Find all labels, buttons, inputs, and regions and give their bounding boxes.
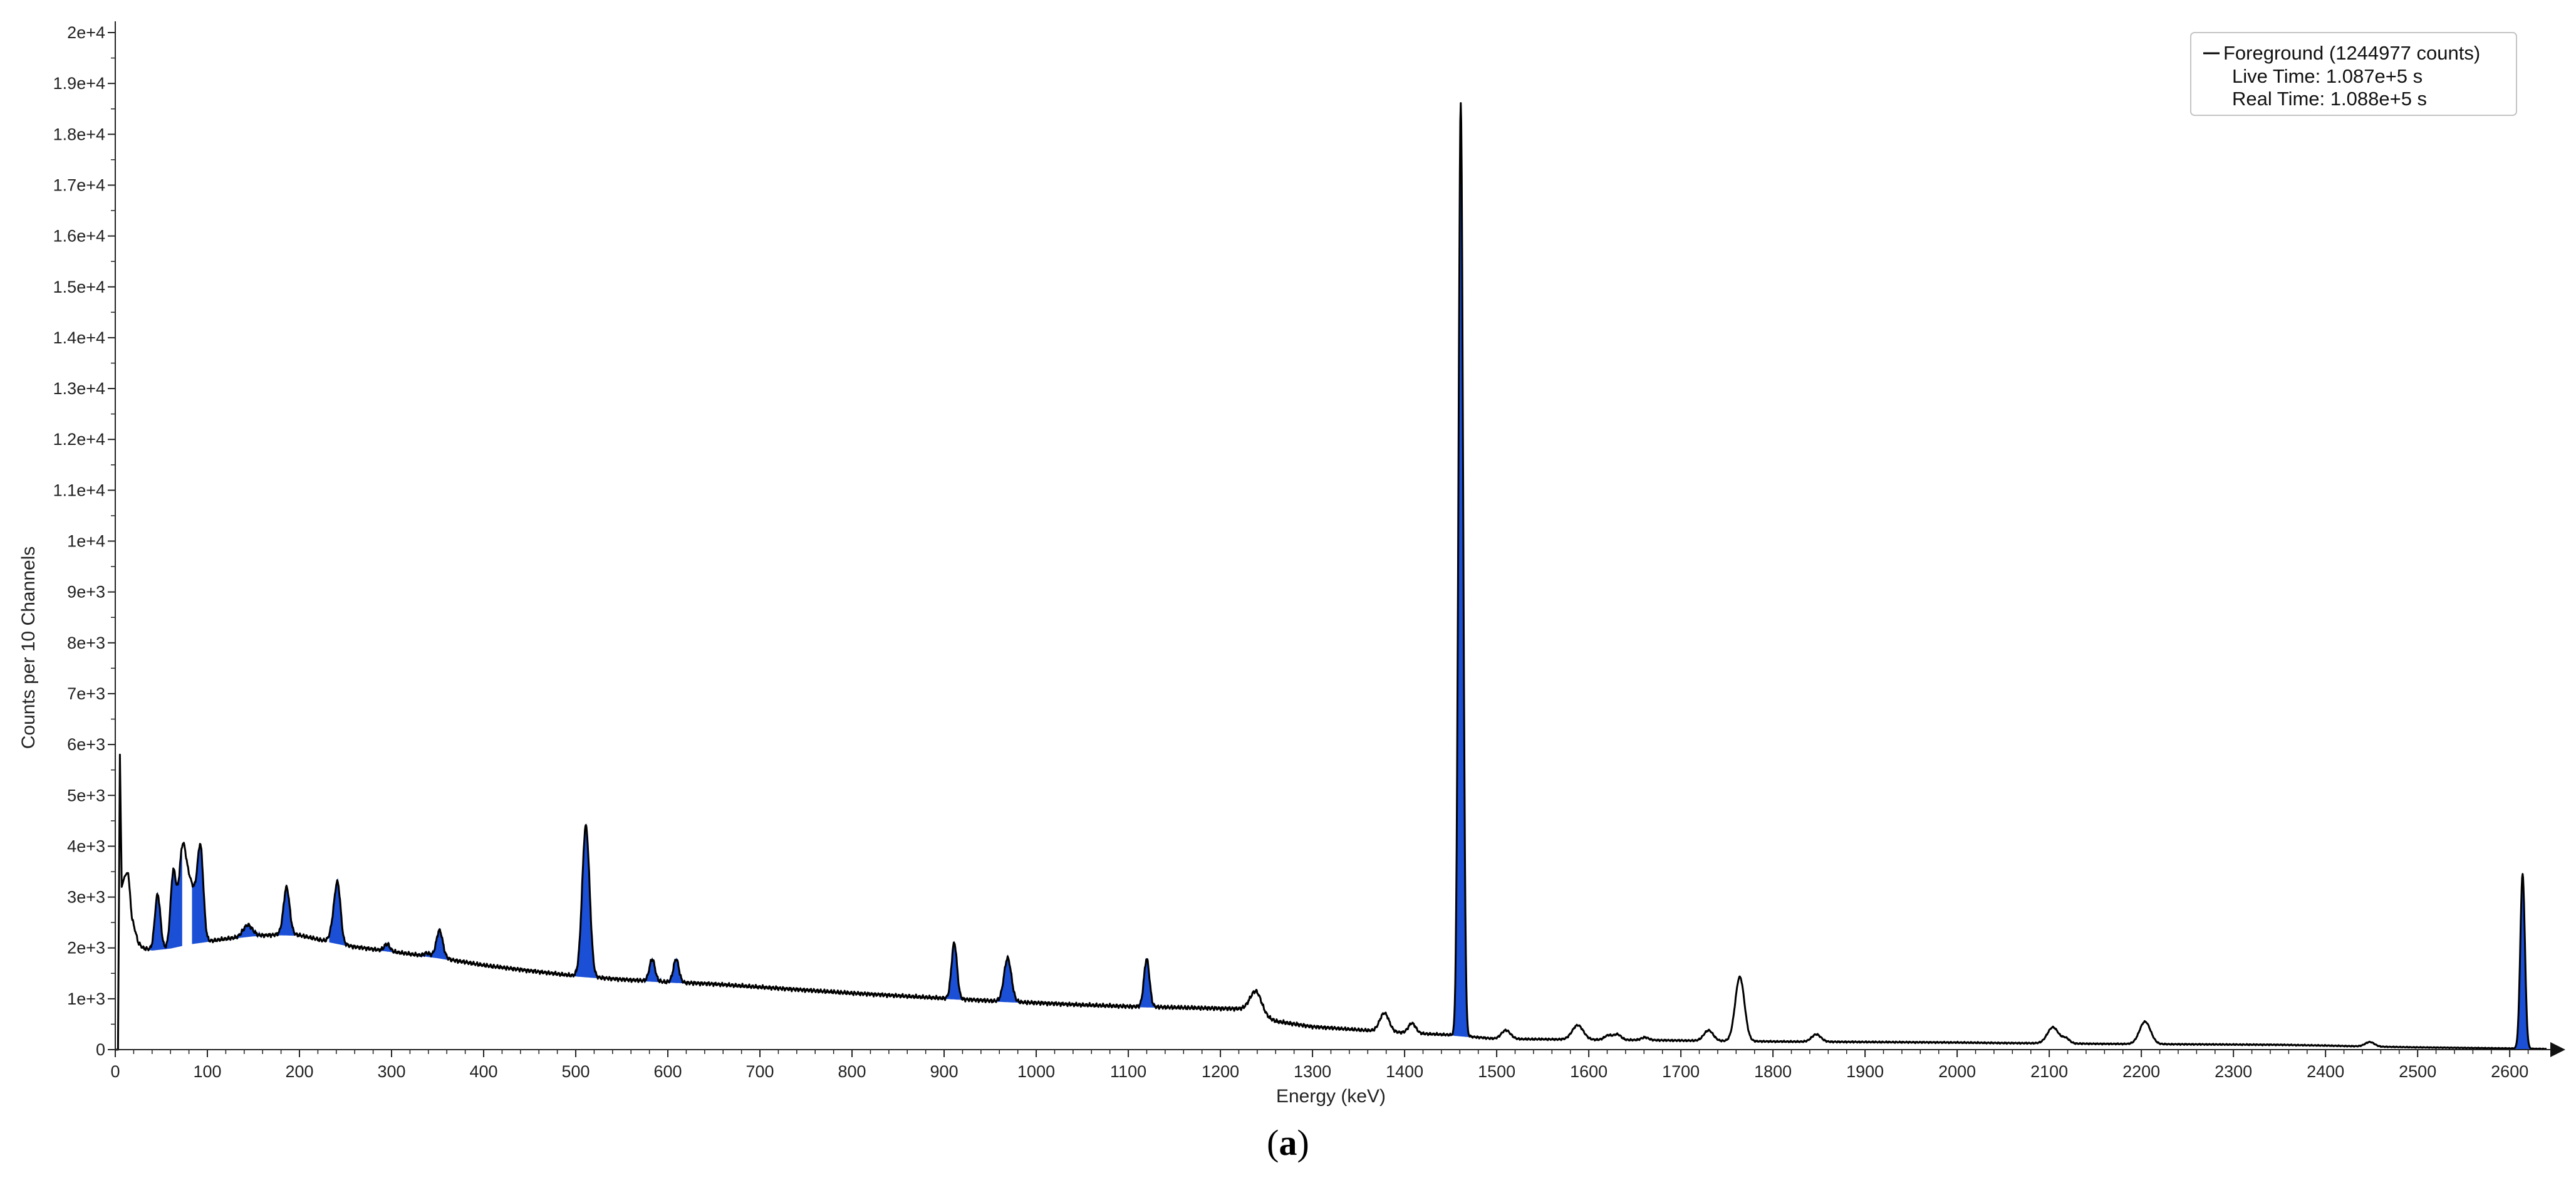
y-tick-label: 1.7e+4 — [53, 175, 105, 194]
x-tick-label: 600 — [654, 1062, 682, 1081]
x-tick-label: 500 — [562, 1062, 590, 1081]
x-tick-label: 2600 — [2491, 1062, 2528, 1081]
legend-box — [2190, 32, 2517, 116]
y-tick-label: 1.2e+4 — [53, 430, 105, 449]
legend[interactable]: Foreground (1244977 counts) Live Time: 1… — [2190, 32, 2517, 116]
x-tick-label: 200 — [285, 1062, 313, 1081]
y-ticks: 0 1e+3 2e+3 3e+3 4e+3 5e+3 6e+3 7e+3 8e+3 9e+3 1e+… — [53, 23, 115, 1059]
y-tick-label: 4e+3 — [67, 837, 105, 855]
x-tick-label: 0 — [110, 1062, 120, 1081]
x-tick-label: 300 — [377, 1062, 405, 1081]
x-axis-title: Energy (keV) — [1276, 1086, 1386, 1107]
x-tick-label: 1000 — [1017, 1062, 1055, 1081]
x-tick-label: 2400 — [2307, 1062, 2344, 1081]
y-tick-label: 1.3e+4 — [53, 379, 105, 398]
x-tick-label: 1300 — [1294, 1062, 1331, 1081]
y-tick-label: 8e+3 — [67, 634, 105, 652]
highlighted-peaks-layer — [148, 103, 2530, 1050]
y-tick-label: 1.5e+4 — [53, 278, 105, 296]
x-tick-label: 1100 — [1110, 1062, 1146, 1081]
y-tick-label: 2e+3 — [67, 939, 105, 958]
y-tick-label: 1.8e+4 — [53, 125, 105, 144]
x-axis: 0 100 200 300 400 500 600 700 800 900 1000 1100 1200… — [110, 1042, 2565, 1107]
figure-caption: (a) — [1267, 1122, 1309, 1163]
x-tick-label: 1700 — [1662, 1062, 1700, 1081]
y-tick-label: 1e+4 — [67, 532, 105, 551]
x-tick-label: 2300 — [2215, 1062, 2252, 1081]
x-tick-label: 2500 — [2399, 1062, 2436, 1081]
y-tick-label: 1.4e+4 — [53, 328, 105, 347]
y-axis-title: Counts per 10 Channels — [18, 546, 39, 749]
y-tick-label: 1e+3 — [67, 989, 105, 1008]
x-tick-label: 100 — [193, 1062, 221, 1081]
legend-series-label: Foreground (1244977 counts) — [2223, 42, 2480, 64]
x-tick-label: 1900 — [1846, 1062, 1884, 1081]
plot-area — [115, 102, 2547, 1051]
x-ticks: 0 100 200 300 400 500 600 700 800 900 1000 1100 1200… — [110, 1050, 2529, 1081]
y-tick-label: 9e+3 — [67, 583, 105, 602]
x-tick-label: 2100 — [2030, 1062, 2068, 1081]
y-axis: 0 1e+3 2e+3 3e+3 4e+3 5e+3 6e+3 7e+3 8e+3 9e+3 1e+… — [18, 21, 116, 1059]
x-tick-label: 2200 — [2122, 1062, 2160, 1081]
x-tick-label: 900 — [930, 1062, 958, 1081]
legend-live-time: Live Time: 1.087e+5 s — [2232, 65, 2423, 87]
x-tick-label: 1800 — [1754, 1062, 1792, 1081]
x-axis-arrow-icon — [2550, 1042, 2565, 1057]
x-tick-label: 1200 — [1202, 1062, 1239, 1081]
y-tick-label: 0 — [96, 1040, 105, 1059]
x-tick-label: 700 — [746, 1062, 774, 1081]
spectrum-series-line — [115, 102, 2547, 1051]
y-tick-label: 1.6e+4 — [53, 227, 105, 246]
x-tick-label: 400 — [469, 1062, 497, 1081]
y-tick-label: 6e+3 — [67, 735, 105, 754]
legend-real-time: Real Time: 1.088e+5 s — [2232, 88, 2427, 110]
x-tick-label: 1600 — [1570, 1062, 1607, 1081]
y-tick-label: 1.9e+4 — [53, 74, 105, 93]
y-tick-label: 7e+3 — [67, 684, 105, 703]
y-tick-label: 1.1e+4 — [53, 481, 105, 499]
y-tick-label: 2e+4 — [67, 23, 105, 42]
x-tick-label: 1500 — [1478, 1062, 1515, 1081]
x-tick-label: 800 — [838, 1062, 866, 1081]
x-tick-label: 2000 — [1938, 1062, 1976, 1081]
x-tick-label: 1400 — [1386, 1062, 1423, 1081]
y-tick-label: 3e+3 — [67, 888, 105, 907]
y-tick-label: 5e+3 — [67, 786, 105, 805]
